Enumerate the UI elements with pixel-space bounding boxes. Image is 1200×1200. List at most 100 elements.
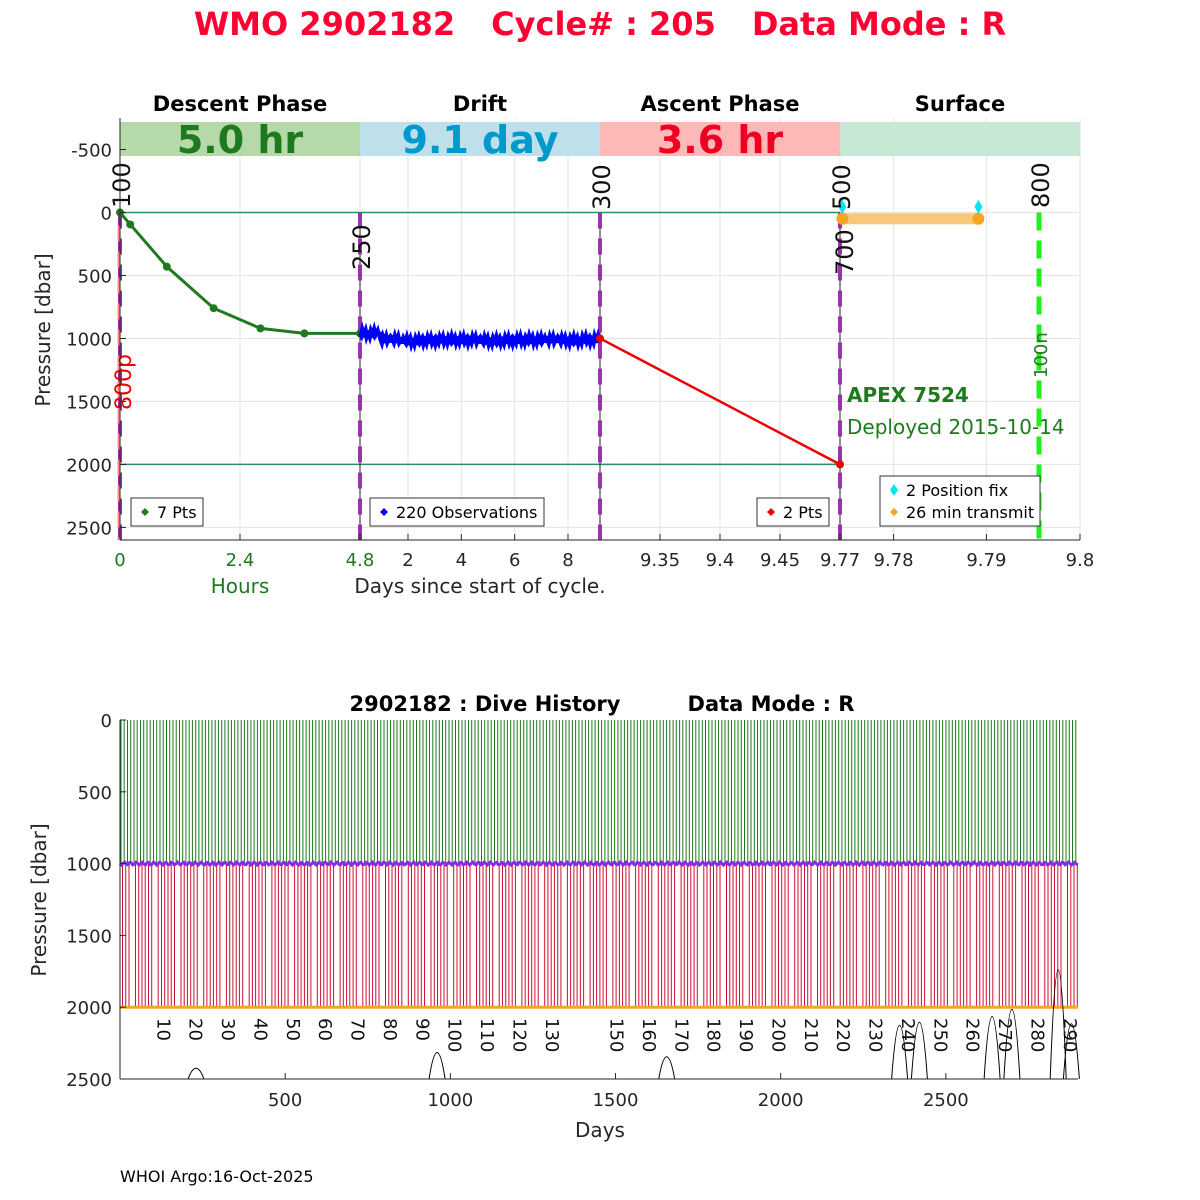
top-ytick-label: 0 <box>101 203 112 224</box>
descent-point <box>256 324 265 333</box>
legend-drift-box <box>369 497 545 527</box>
drift-line <box>357 321 603 353</box>
phase-heading: Drift <box>453 92 507 116</box>
cycle-label: 60 <box>314 1018 335 1041</box>
title-cycle: Cycle# : 205 <box>491 5 716 43</box>
history-mode: Data Mode : R <box>688 692 855 716</box>
cycle-label: 220 <box>832 1018 853 1052</box>
bottom-xtick-label: 2500 <box>923 1090 969 1111</box>
cycle-label: 240 <box>897 1018 918 1052</box>
cycle-label: 20 <box>185 1018 206 1041</box>
top-ytick-label: 500 <box>78 266 112 287</box>
dive-history-panel: 0 500 1000 1500 2000 2500 500 1000 1500 2000 2500 1… <box>27 692 1080 1142</box>
cycle-label: 200 <box>767 1018 788 1052</box>
cycle-label: 280 <box>1026 1018 1047 1052</box>
transmit-point <box>836 212 849 225</box>
descent-point <box>209 304 218 313</box>
top-xtick-label: 9.35 <box>640 550 680 571</box>
top-ylabel: Pressure [dbar] <box>31 253 55 406</box>
marker-descent: 100 <box>108 162 136 208</box>
marker-800: 800 <box>1027 162 1055 208</box>
phase-duration: 3.6 hr <box>657 118 784 162</box>
cycle-label: 80 <box>379 1018 400 1041</box>
cycle-label: 30 <box>217 1018 238 1041</box>
cycle-label: 130 <box>541 1018 562 1052</box>
legend-surface-label: 26 min transmit <box>906 503 1034 522</box>
bottom-ytick-label: 0 <box>101 711 112 732</box>
cycle-label: 110 <box>476 1018 497 1052</box>
bottom-ylabel: Pressure [dbar] <box>27 823 51 976</box>
marker-drift: 250 <box>348 224 376 270</box>
top-ytick-label: 1000 <box>66 329 112 350</box>
cycle-label: 50 <box>282 1018 303 1041</box>
cycle-label: 270 <box>994 1018 1015 1052</box>
cycle-label: 70 <box>347 1018 368 1041</box>
bottom-excursion-lines <box>187 969 1080 1080</box>
phase-band <box>840 122 1080 156</box>
cycle-label: 260 <box>962 1018 983 1052</box>
cycle-label: 230 <box>865 1018 886 1052</box>
park-label: 800p <box>112 354 137 410</box>
cycle-label: 180 <box>703 1018 724 1052</box>
bottom-ytick-label: 2500 <box>66 1070 112 1091</box>
park-history-line <box>118 859 1079 868</box>
top-xtick-label: 2.4 <box>226 550 255 571</box>
phase-band <box>360 122 600 156</box>
cycle-label: 120 <box>508 1018 529 1052</box>
top-xtick-label: 0 <box>114 550 125 571</box>
ascent-line <box>599 337 841 466</box>
phase-heading: Descent Phase <box>153 92 327 116</box>
history-title: 2902182 : Dive History <box>350 692 621 716</box>
top-xtick-label: 9.79 <box>966 550 1006 571</box>
legend-drift-swatch <box>380 508 388 516</box>
transmit-point <box>972 212 985 225</box>
bottom-ytick-label: 500 <box>78 783 112 804</box>
top-ytick-label: -500 <box>71 140 112 161</box>
phase-heading: Ascent Phase <box>641 92 800 116</box>
cycle-label: 190 <box>735 1018 756 1052</box>
top-xtick-label: 9.4 <box>706 550 735 571</box>
marker-100n: 100n <box>1031 332 1052 378</box>
bottom-xtick-label: 1500 <box>593 1090 639 1111</box>
cycle-label: 90 <box>411 1018 432 1041</box>
bottom-xtick-label: 500 <box>268 1090 302 1111</box>
cycle-label: 10 <box>152 1018 173 1041</box>
footer-stamp: WHOI Argo:16-Oct-2025 <box>120 1167 314 1186</box>
top-xtick-label: 4 <box>456 550 467 571</box>
phase-heading: Surface <box>915 92 1005 116</box>
legend-surface-swatch <box>890 484 898 496</box>
phase-band <box>120 122 360 156</box>
cycle-label: 290 <box>1059 1018 1080 1052</box>
top-xtick-label: 6 <box>509 550 520 571</box>
top-xtick-label: 4.8 <box>346 550 375 571</box>
legend-drift-label: 220 Observations <box>396 503 537 522</box>
deployed-date: Deployed 2015-10-14 <box>847 415 1065 439</box>
cycle-label: 170 <box>670 1018 691 1052</box>
top-xtick-label: 9.78 <box>874 550 914 571</box>
legend-ascent-swatch <box>767 508 775 516</box>
top-xtick-label: 9.77 <box>820 550 860 571</box>
phase-duration: 9.1 day <box>402 118 559 162</box>
bottom-ytick-label: 2000 <box>66 998 112 1019</box>
cycle-label: 250 <box>929 1018 950 1052</box>
bottom-data <box>118 720 1080 1080</box>
bottom-ytick-label: 1500 <box>66 926 112 947</box>
ascent-point <box>836 460 844 469</box>
cycle-label: 40 <box>249 1018 270 1041</box>
phase-duration: 5.0 hr <box>177 118 304 162</box>
figure-title: WMO 2902182 Cycle# : 205 Data Mode : R <box>194 5 1006 43</box>
profile-history-lines <box>122 863 1078 1008</box>
top-ytick-label: 2000 <box>66 455 112 476</box>
position-fix-marker <box>838 199 847 214</box>
descent-point <box>162 262 171 271</box>
legend-surface-swatch <box>890 508 898 516</box>
position-fix-marker <box>974 199 983 214</box>
legend-descent-label: 7 Pts <box>157 503 197 522</box>
legend-descent-box <box>130 497 204 527</box>
cycle-label: 210 <box>800 1018 821 1052</box>
top-ytick-label: 2500 <box>66 518 112 539</box>
